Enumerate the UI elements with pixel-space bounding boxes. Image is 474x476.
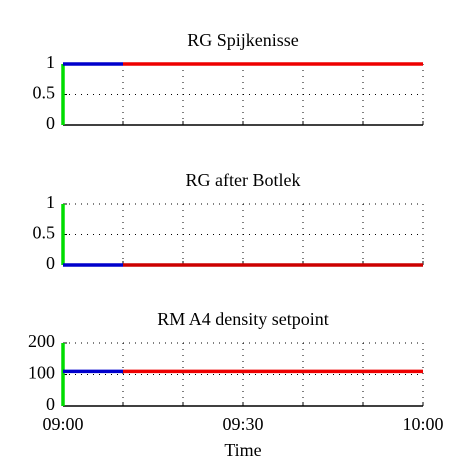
y-tick-label: 0 [46,394,55,414]
y-tick-label: 0.5 [33,223,56,243]
y-tick-label: 1 [46,192,55,212]
x-axis-label: Time [224,440,261,460]
subplot-title: RM A4 density setpoint [157,309,329,329]
subplot-title: RG after Botlek [186,170,301,190]
x-tick-label: 09:30 [222,414,263,434]
x-tick-label: 09:00 [42,414,83,434]
y-tick-label: 200 [28,331,55,351]
y-tick-label: 100 [28,363,55,383]
y-tick-label: 1 [46,52,55,72]
subplot-title: RG Spijkenisse [187,30,299,50]
x-tick-label: 10:00 [402,414,443,434]
y-tick-label: 0.5 [33,83,56,103]
y-tick-label: 0 [46,253,55,273]
y-tick-label: 0 [46,113,55,133]
